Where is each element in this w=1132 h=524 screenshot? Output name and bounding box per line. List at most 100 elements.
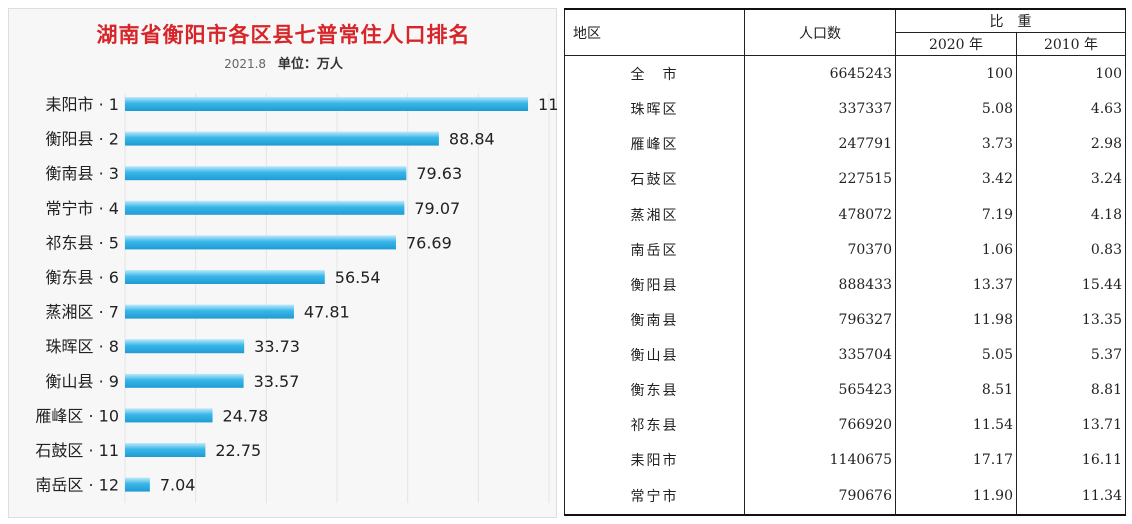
cell-2010: 11.34 bbox=[1016, 478, 1126, 516]
bar bbox=[125, 408, 213, 423]
table-row: 全 市 6645243 100 100 bbox=[564, 55, 1126, 92]
category-label: 衡南县 · 3 bbox=[46, 164, 119, 183]
cell-2020: 3.73 bbox=[895, 126, 1017, 162]
cell-2020: 11.98 bbox=[895, 302, 1017, 338]
cell-2020: 100 bbox=[895, 55, 1017, 92]
table-row: 常宁市 790676 11.90 11.34 bbox=[564, 478, 1126, 516]
cell-2010: 4.63 bbox=[1016, 91, 1126, 127]
cell-population: 565423 bbox=[744, 372, 896, 408]
category-label: 衡阳县 · 2 bbox=[46, 130, 119, 149]
cell-2010: 13.35 bbox=[1016, 302, 1126, 338]
table-row: 南岳区 70370 1.06 0.83 bbox=[564, 232, 1126, 268]
cell-2010: 15.44 bbox=[1016, 267, 1126, 303]
bars-group: 耒阳市 · 1 114.07 衡阳县 · 2 88.84 衡南县 · 3 79.63 常宁市… bbox=[35, 95, 558, 495]
cell-population: 796327 bbox=[744, 302, 896, 338]
bar bbox=[125, 235, 396, 250]
category-label: 衡东县 · 6 bbox=[46, 268, 119, 287]
cell-region: 常宁市 bbox=[564, 478, 745, 516]
cell-2010: 5.37 bbox=[1016, 337, 1126, 373]
value-label: 33.73 bbox=[254, 337, 300, 356]
value-label: 7.04 bbox=[160, 476, 196, 495]
category-label: 耒阳市 · 1 bbox=[46, 95, 119, 114]
bar bbox=[125, 97, 529, 111]
category-label: 雁峰区 · 10 bbox=[35, 406, 119, 425]
cell-2020: 8.51 bbox=[895, 372, 1017, 408]
cell-2020: 17.17 bbox=[895, 442, 1017, 479]
category-label: 石鼓区 · 11 bbox=[35, 441, 119, 460]
header-2020: 2020 年 bbox=[895, 32, 1017, 56]
value-label: 33.57 bbox=[254, 372, 300, 391]
cell-2020: 3.42 bbox=[895, 161, 1017, 197]
cell-region: 衡东县 bbox=[564, 372, 745, 408]
cell-2010: 16.11 bbox=[1016, 442, 1126, 479]
value-label: 47.81 bbox=[304, 303, 350, 322]
cell-2020: 5.05 bbox=[895, 337, 1017, 373]
category-label: 珠晖区 · 8 bbox=[46, 337, 119, 356]
cell-2010: 8.81 bbox=[1016, 372, 1126, 408]
table-row: 衡山县 335704 5.05 5.37 bbox=[564, 337, 1126, 373]
table-header-row: 地区 人口数 比 重 bbox=[564, 8, 1126, 56]
value-label: 56.54 bbox=[335, 268, 381, 287]
cell-2010: 4.18 bbox=[1016, 196, 1126, 233]
chart-title: 湖南省衡阳市各区县七普常住人口排名 bbox=[96, 23, 471, 47]
cell-region: 衡阳县 bbox=[564, 267, 745, 303]
bar bbox=[125, 443, 206, 457]
table-body: 全 市 6645243 100 100 珠晖区 337337 5.08 4.63 雁峰区 2477… bbox=[564, 55, 1126, 516]
chart-panel: 湖南省衡阳市各区县七普常住人口排名 2021.8 单位：万人 耒阳市 · 1 11… bbox=[8, 8, 558, 518]
chart-date: 2021.8 bbox=[224, 57, 267, 71]
bar bbox=[125, 270, 325, 284]
category-label: 蒸湘区 · 7 bbox=[46, 303, 119, 322]
cell-region: 耒阳市 bbox=[564, 442, 745, 479]
cell-population: 70370 bbox=[744, 232, 896, 268]
bar bbox=[125, 166, 407, 181]
bar bbox=[125, 304, 294, 319]
value-label: 76.69 bbox=[406, 233, 452, 252]
header-share: 比 重 bbox=[895, 8, 1126, 33]
cell-region: 全 市 bbox=[564, 55, 745, 92]
cell-population: 247791 bbox=[744, 126, 896, 162]
cell-2020: 13.37 bbox=[895, 267, 1017, 303]
cell-2020: 7.19 bbox=[895, 196, 1017, 233]
value-label: 79.07 bbox=[414, 199, 460, 218]
category-label: 祁东县 · 5 bbox=[46, 233, 119, 252]
cell-region: 南岳区 bbox=[564, 232, 745, 268]
chart-subtitle: 2021.8 单位：万人 bbox=[9, 53, 558, 72]
cell-population: 337337 bbox=[744, 91, 896, 127]
value-label: 88.84 bbox=[449, 130, 495, 149]
header-population: 人口数 bbox=[744, 8, 896, 56]
table-row: 蒸湘区 478072 7.19 4.18 bbox=[564, 196, 1126, 233]
cell-region: 雁峰区 bbox=[564, 126, 745, 162]
table-subheader-row: 2020 年 2010 年 bbox=[565, 32, 1126, 56]
cell-population: 766920 bbox=[744, 407, 896, 443]
table-row: 衡南县 796327 11.98 13.35 bbox=[564, 302, 1126, 338]
table-row: 祁东县 766920 11.54 13.71 bbox=[564, 407, 1126, 443]
bar bbox=[125, 477, 150, 492]
category-label: 南岳区 · 12 bbox=[35, 476, 119, 495]
category-label: 衡山县 · 9 bbox=[46, 372, 119, 391]
cell-population: 478072 bbox=[744, 196, 896, 233]
bar-chart: 耒阳市 · 1 114.07 衡阳县 · 2 88.84 衡南县 · 3 79.63 常宁市… bbox=[35, 93, 558, 503]
population-table: 地区 人口数 比 重 2020 年 2010 年 全 市 6645243 100 10… bbox=[564, 8, 1126, 516]
table-row: 石鼓区 227515 3.42 3.24 bbox=[564, 161, 1126, 197]
table-row: 衡阳县 888433 13.37 15.44 bbox=[564, 267, 1126, 303]
table-row: 耒阳市 1140675 17.17 16.11 bbox=[564, 442, 1126, 479]
cell-2010: 2.98 bbox=[1016, 126, 1126, 162]
cell-region: 衡南县 bbox=[564, 302, 745, 338]
cell-population: 1140675 bbox=[744, 442, 896, 479]
category-label: 常宁市 · 4 bbox=[46, 199, 119, 218]
cell-region: 衡山县 bbox=[564, 337, 745, 373]
cell-2020: 1.06 bbox=[895, 232, 1017, 268]
bar bbox=[125, 373, 244, 388]
cell-population: 6645243 bbox=[744, 55, 896, 92]
value-label: 79.63 bbox=[416, 164, 462, 183]
table-row: 衡东县 565423 8.51 8.81 bbox=[564, 372, 1126, 408]
cell-region: 蒸湘区 bbox=[564, 196, 745, 233]
cell-region: 珠晖区 bbox=[564, 91, 745, 127]
bar bbox=[125, 131, 439, 146]
table-row: 珠晖区 337337 5.08 4.63 bbox=[564, 91, 1126, 127]
cell-population: 888433 bbox=[744, 267, 896, 303]
cell-2010: 13.71 bbox=[1016, 407, 1126, 443]
header-2010: 2010 年 bbox=[1016, 32, 1126, 56]
bar bbox=[125, 200, 405, 215]
grid-lines bbox=[124, 93, 550, 503]
